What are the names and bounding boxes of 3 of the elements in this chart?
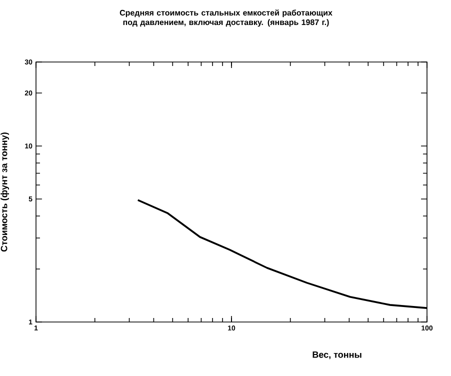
chart-title: Средняя стоимость стальных емкостей работающих под давлением, включая доставку. (январь 1987 г.): [120, 10, 332, 27]
y-axis-title: Стоимость (фунт за тонну): [0, 132, 10, 252]
x-axis-title: Вес, тонны: [312, 352, 362, 360]
